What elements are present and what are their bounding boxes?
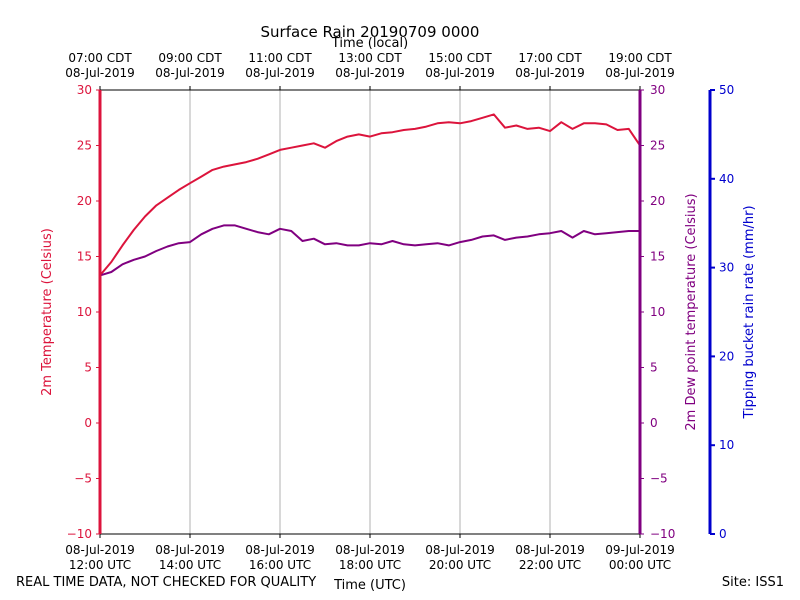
x2-tick-label-date-6: 08-Jul-2019 [605, 66, 675, 80]
y2-tick-label-6: 20 [650, 194, 665, 208]
y-tick-label-6: 20 [77, 194, 92, 208]
x-axis-label: Time (UTC) [333, 578, 406, 593]
chart-title: Surface Rain 20190709 0000 [261, 23, 480, 41]
x2-tick-label-date-5: 08-Jul-2019 [515, 66, 585, 80]
x-tick-label-time-1: 14:00 UTC [159, 558, 221, 572]
y3-tick-label-2: 20 [719, 349, 734, 363]
x2-tick-label-date-3: 08-Jul-2019 [335, 66, 405, 80]
y2-axis-label: 2m Dew point temperature (Celsius) [684, 193, 699, 430]
x-tick-label-time-2: 16:00 UTC [249, 558, 311, 572]
x-tick-label-time-6: 00:00 UTC [609, 558, 671, 572]
x2-tick-label-time-1: 09:00 CDT [158, 51, 222, 65]
x2-tick-label-date-0: 08-Jul-2019 [65, 66, 135, 80]
x-tick-label-date-6: 09-Jul-2019 [605, 543, 675, 557]
site-label: Site: ISS1 [721, 575, 784, 590]
y-tick-label-3: 5 [84, 361, 92, 375]
y-tick-label-8: 30 [77, 83, 92, 97]
x2-tick-label-date-1: 08-Jul-2019 [155, 66, 225, 80]
y-tick-label-1: −5 [74, 472, 92, 486]
grid-layer [99, 90, 641, 534]
y3-tick-label-0: 0 [719, 527, 727, 541]
y2-tick-label-2: 0 [650, 416, 658, 430]
y-tick-label-0: −10 [67, 527, 92, 541]
y2-tick-label-8: 30 [650, 83, 665, 97]
x-tick-label-time-0: 12:00 UTC [69, 558, 131, 572]
quality-disclaimer: REAL TIME DATA, NOT CHECKED FOR QUALITY [16, 575, 317, 590]
y-tick-label-4: 10 [77, 305, 92, 319]
series-layer [99, 113, 641, 277]
y2-tick-label-3: 5 [650, 361, 658, 375]
x-tick-label-date-3: 08-Jul-2019 [335, 543, 405, 557]
x2-tick-label-date-2: 08-Jul-2019 [245, 66, 315, 80]
x2-tick-label-time-6: 19:00 CDT [608, 51, 672, 65]
x-tick-label-date-4: 08-Jul-2019 [425, 543, 495, 557]
y-tick-label-5: 15 [77, 250, 92, 264]
y3-tick-label-4: 40 [719, 172, 734, 186]
series-line-0 [99, 113, 641, 277]
x2-tick-label-date-4: 08-Jul-2019 [425, 66, 495, 80]
y2-tick-label-1: −5 [650, 472, 668, 486]
y3-axis-label: Tipping bucket rain rate (mm/hr) [742, 205, 757, 419]
x2-tick-label-time-0: 07:00 CDT [68, 51, 132, 65]
y2-tick-label-4: 10 [650, 305, 665, 319]
y-tick-label-2: 0 [84, 416, 92, 430]
x-tick-label-date-0: 08-Jul-2019 [65, 543, 135, 557]
x-tick-label-date-5: 08-Jul-2019 [515, 543, 585, 557]
y-axis-label: 2m Temperature (Celsius) [40, 228, 55, 396]
y-tick-label-7: 25 [77, 139, 92, 153]
y2-tick-label-5: 15 [650, 250, 665, 264]
x-tick-label-date-2: 08-Jul-2019 [245, 543, 315, 557]
y2-tick-label-7: 25 [650, 139, 665, 153]
y3-tick-label-1: 10 [719, 438, 734, 452]
x2-tick-label-time-4: 15:00 CDT [428, 51, 492, 65]
x-tick-label-time-5: 22:00 UTC [519, 558, 581, 572]
y3-tick-label-3: 30 [719, 261, 734, 275]
x2-tick-label-time-2: 11:00 CDT [248, 51, 312, 65]
x2-axis-label: Time (local) [331, 36, 408, 51]
series-line-1 [99, 224, 640, 277]
x2-tick-label-time-3: 13:00 CDT [338, 51, 402, 65]
x-tick-label-time-3: 18:00 UTC [339, 558, 401, 572]
y3-tick-label-5: 50 [719, 83, 734, 97]
y2-tick-label-0: −10 [650, 527, 675, 541]
x2-tick-label-time-5: 17:00 CDT [518, 51, 582, 65]
x-tick-label-date-1: 08-Jul-2019 [155, 543, 225, 557]
x-tick-label-time-4: 20:00 UTC [429, 558, 491, 572]
